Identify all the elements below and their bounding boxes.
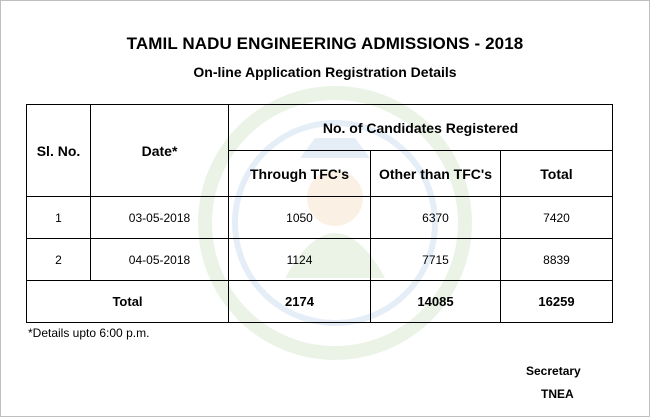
header-other-than-tfc: Other than TFC's [370, 150, 501, 197]
footnote: *Details upto 6:00 p.m. [28, 326, 150, 340]
header-candidates-registered: No. of Candidates Registered [228, 104, 613, 151]
page-subtitle: On-line Application Registration Details [193, 64, 457, 80]
table-total-row: Total 2174 14085 16259 [26, 280, 613, 323]
registration-table: Sl. No. Date* No. of Candidates Register… [26, 104, 613, 323]
total-through-tfc: 2174 [228, 280, 371, 323]
cell-other-than-tfc: 7715 [370, 238, 501, 281]
cell-through-tfc: 1124 [228, 238, 371, 281]
total-other-than-tfc: 14085 [370, 280, 501, 323]
table-row: 1 03-05-2018 1050 6370 7420 [26, 196, 613, 239]
table-subheader-row: Through TFC's Other than TFC's Total [27, 150, 613, 197]
header-through-tfc: Through TFC's [228, 150, 371, 197]
cell-total: 8839 [500, 238, 613, 281]
cell-other-than-tfc: 6370 [370, 196, 501, 239]
cell-date: 04-05-2018 [90, 238, 229, 281]
signature-title: Secretary [526, 364, 581, 378]
header-sl-no: Sl. No. [26, 104, 91, 197]
table-row: 2 04-05-2018 1124 7715 8839 [26, 238, 613, 281]
cell-through-tfc: 1050 [228, 196, 371, 239]
total-grand: 16259 [500, 280, 613, 323]
header-total: Total [500, 150, 613, 197]
page-title: TAMIL NADU ENGINEERING ADMISSIONS - 2018 [126, 34, 524, 53]
total-label: Total [26, 280, 229, 323]
header-date: Date* [90, 104, 229, 197]
table-header-row: Sl. No. Date* No. of Candidates Register… [26, 104, 613, 197]
cell-sl-no: 2 [26, 238, 91, 281]
signature-org: TNEA [541, 387, 574, 401]
cell-sl-no: 1 [26, 196, 91, 239]
cell-date: 03-05-2018 [90, 196, 229, 239]
cell-total: 7420 [500, 196, 613, 239]
